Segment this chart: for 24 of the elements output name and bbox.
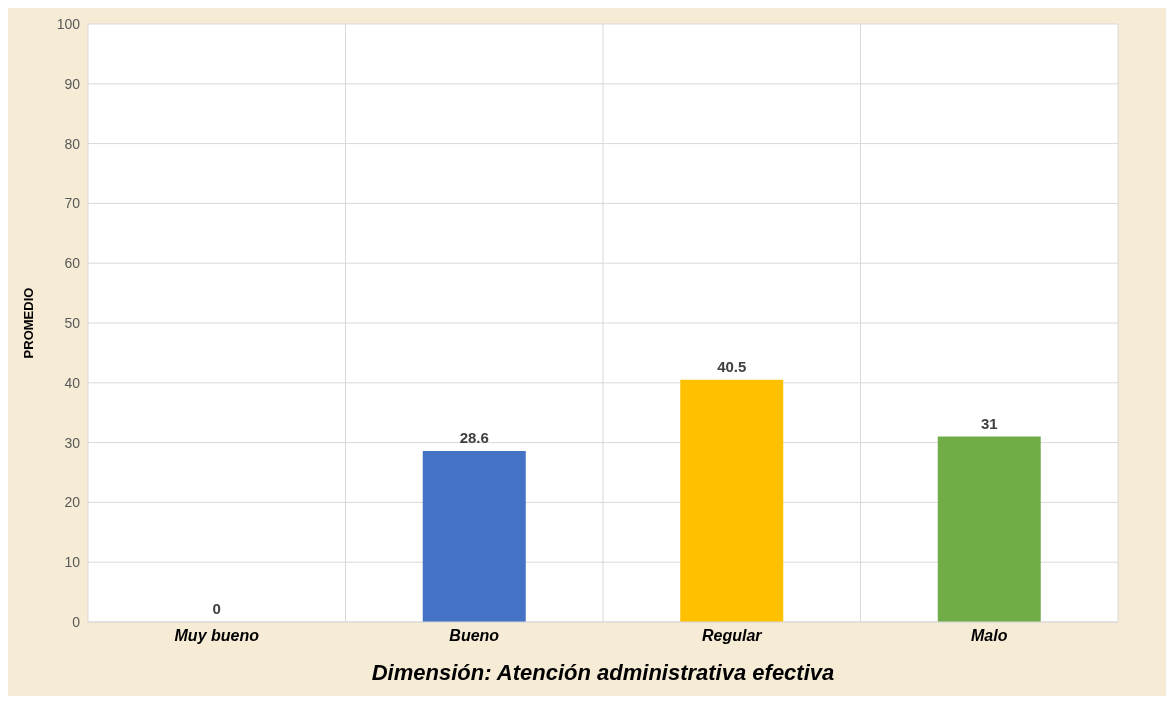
x-tick-label: Regular: [701, 627, 763, 645]
y-axis-title: PROMEDIO: [20, 287, 36, 359]
y-tick-label: 50: [64, 314, 81, 331]
x-tick-label: Bueno: [449, 627, 500, 645]
x-axis-title: Dimensión: Atención administrativa efectiva: [371, 660, 835, 685]
x-tick-label: Malo: [971, 627, 1008, 645]
y-tick-label: 60: [64, 255, 81, 272]
y-tick-label: 90: [64, 75, 81, 92]
bar: [680, 379, 784, 622]
y-tick-label: 100: [56, 15, 81, 32]
data-label: 40.5: [717, 357, 747, 375]
y-tick-label: 20: [64, 494, 81, 511]
y-tick-label: 30: [64, 434, 81, 451]
data-label: 0: [212, 600, 221, 617]
y-tick-label: 40: [64, 374, 81, 391]
x-tick-label: Muy bueno: [174, 627, 260, 645]
data-label: 31: [980, 414, 998, 432]
y-tick-label: 0: [72, 613, 81, 630]
y-tick-label: 80: [64, 135, 81, 152]
bar: [422, 450, 526, 622]
y-tick-label: 70: [64, 195, 81, 212]
y-tick-label: 10: [64, 554, 81, 571]
bar: [937, 436, 1041, 622]
data-label: 28.6: [459, 428, 489, 446]
